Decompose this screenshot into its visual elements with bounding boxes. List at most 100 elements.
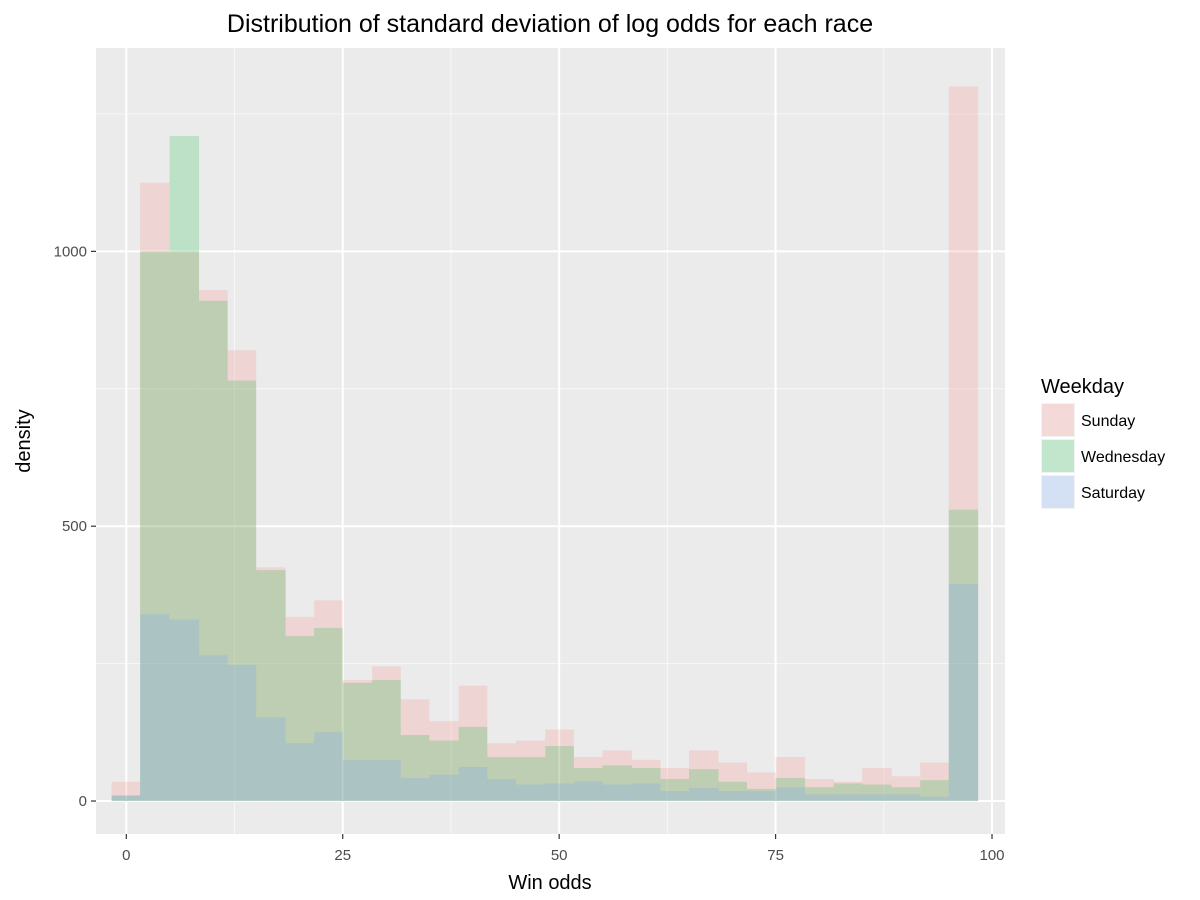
legend-item-wednesday: Wednesday bbox=[1041, 439, 1165, 473]
bar-saturday bbox=[429, 774, 459, 802]
bar-saturday bbox=[169, 619, 200, 802]
bar-wednesday bbox=[573, 768, 603, 802]
bar-saturday bbox=[948, 583, 979, 802]
bar-wednesday bbox=[429, 740, 459, 802]
y-tick-label: 500 bbox=[62, 518, 87, 535]
bar-sunday bbox=[545, 729, 574, 802]
bar-sunday bbox=[631, 759, 661, 802]
bar-sunday bbox=[805, 779, 834, 802]
bar-sunday bbox=[689, 750, 719, 802]
bar-wednesday bbox=[140, 251, 170, 802]
legend-label: Saturday bbox=[1081, 485, 1145, 502]
legend-item-saturday: Saturday bbox=[1041, 475, 1145, 509]
bar-saturday bbox=[891, 794, 921, 802]
bar-sunday bbox=[920, 762, 949, 802]
x-tick-label: 50 bbox=[551, 847, 568, 864]
bar-sunday bbox=[747, 772, 776, 802]
x-tick-label: 0 bbox=[122, 847, 130, 864]
bar-wednesday bbox=[660, 779, 690, 802]
y-tick-label: 1000 bbox=[54, 243, 87, 260]
bar-sunday bbox=[227, 350, 257, 802]
y-tick-label: 0 bbox=[79, 793, 87, 810]
bar-sunday bbox=[199, 289, 228, 802]
series-sunday bbox=[111, 86, 979, 802]
bar-saturday bbox=[487, 779, 516, 802]
bar-sunday bbox=[833, 781, 863, 802]
x-tick-label: 100 bbox=[979, 847, 1004, 864]
bar-saturday bbox=[920, 796, 949, 802]
bar-saturday bbox=[631, 783, 661, 802]
bar-saturday bbox=[199, 655, 228, 802]
bar-sunday bbox=[429, 721, 459, 802]
bar-saturday bbox=[545, 783, 574, 802]
series-saturday bbox=[111, 583, 979, 802]
bar-wednesday bbox=[487, 757, 516, 802]
bar-sunday bbox=[400, 699, 430, 802]
legend-key-background bbox=[1041, 439, 1075, 473]
bar-saturday bbox=[718, 791, 748, 802]
legend-title: Weekday bbox=[1041, 376, 1124, 398]
bar-saturday bbox=[573, 781, 603, 802]
bar-wednesday bbox=[458, 726, 488, 802]
bar-saturday bbox=[342, 759, 373, 802]
bar-sunday bbox=[948, 86, 979, 802]
bar-saturday bbox=[458, 766, 488, 802]
bar-wednesday bbox=[948, 509, 979, 802]
major-gridlines bbox=[96, 48, 1005, 834]
bar-sunday bbox=[718, 762, 748, 802]
bar-wednesday bbox=[689, 769, 719, 802]
bar-sunday bbox=[487, 743, 516, 802]
bar-wednesday bbox=[805, 787, 834, 802]
legend-label: Sunday bbox=[1081, 413, 1135, 430]
bar-saturday bbox=[256, 717, 286, 802]
minor-gridlines bbox=[96, 48, 1005, 834]
legend-label: Wednesday bbox=[1081, 449, 1165, 466]
bar-saturday bbox=[775, 787, 806, 802]
bar-saturday bbox=[747, 791, 776, 802]
bar-sunday bbox=[111, 781, 141, 802]
bar-wednesday bbox=[256, 570, 286, 802]
bar-sunday bbox=[891, 776, 921, 802]
bar-wednesday bbox=[833, 783, 863, 802]
bar-sunday bbox=[256, 567, 286, 802]
y-axis-title: density bbox=[13, 409, 35, 472]
legend-swatch bbox=[1042, 440, 1074, 472]
bar-sunday bbox=[862, 768, 892, 802]
bar-saturday bbox=[111, 795, 141, 802]
bar-wednesday bbox=[602, 765, 632, 802]
bar-wednesday bbox=[372, 680, 401, 802]
bar-sunday bbox=[573, 757, 603, 802]
legend-key-background bbox=[1041, 475, 1075, 509]
x-tick-label: 25 bbox=[334, 847, 351, 864]
bar-sunday bbox=[169, 251, 200, 802]
legend-item-sunday: Sunday bbox=[1041, 403, 1135, 437]
histogram-bars bbox=[111, 86, 979, 802]
bar-saturday bbox=[515, 784, 546, 802]
bar-wednesday bbox=[920, 780, 949, 802]
bar-wednesday bbox=[747, 788, 776, 802]
bar-wednesday bbox=[862, 784, 892, 802]
bar-wednesday bbox=[285, 636, 315, 802]
bar-wednesday bbox=[314, 627, 343, 802]
bar-sunday bbox=[515, 740, 546, 802]
y-axis: 0 500 1000 bbox=[54, 243, 96, 810]
bar-wednesday bbox=[169, 135, 200, 802]
bar-saturday bbox=[400, 777, 430, 802]
plot-panel bbox=[96, 48, 1005, 834]
bar-sunday bbox=[342, 680, 373, 802]
bar-saturday bbox=[140, 614, 170, 802]
bar-wednesday bbox=[400, 735, 430, 802]
x-axis: 0 25 50 75 100 bbox=[122, 834, 1005, 864]
bar-sunday bbox=[140, 182, 170, 802]
bar-sunday bbox=[372, 666, 401, 802]
bar-saturday bbox=[660, 791, 690, 802]
bar-sunday bbox=[775, 757, 806, 802]
bar-sunday bbox=[458, 685, 488, 802]
bar-wednesday bbox=[718, 781, 748, 802]
bar-saturday bbox=[862, 794, 892, 802]
bar-wednesday bbox=[199, 300, 228, 802]
bar-wednesday bbox=[891, 787, 921, 802]
bar-saturday bbox=[689, 787, 719, 802]
bar-saturday bbox=[372, 759, 401, 802]
